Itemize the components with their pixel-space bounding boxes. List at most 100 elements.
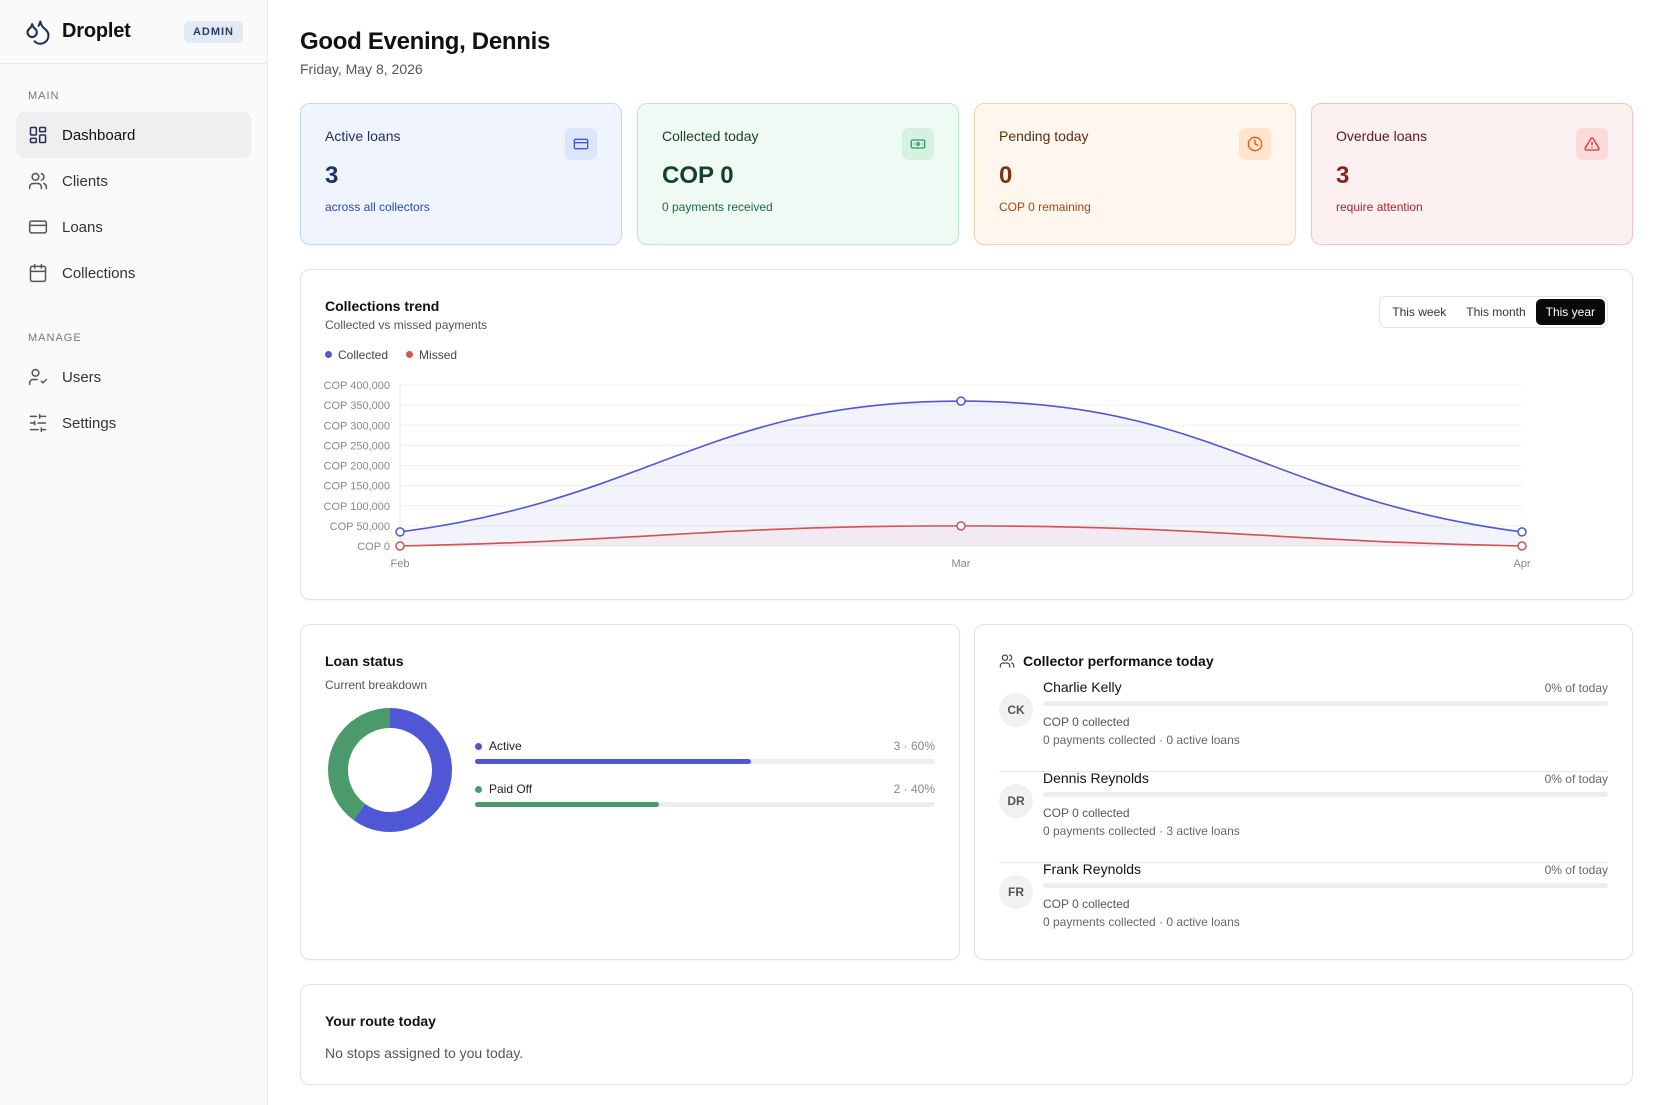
collector-meta: 0 payments collected · 0 active loans xyxy=(1043,915,1240,929)
brand-name: Droplet xyxy=(62,20,131,42)
sidebar-item-loans[interactable]: Loans xyxy=(16,204,251,250)
status-count: 2 · 40% xyxy=(893,782,935,796)
y-tick-label: COP 300,000 xyxy=(324,420,390,432)
collector-name: Dennis Reynolds xyxy=(1043,770,1149,786)
status-bar-fill xyxy=(475,759,751,764)
collector-row-charlie-kelly[interactable]: CK Charlie Kelly 0% of today COP 0 colle… xyxy=(999,679,1608,772)
collector-percent: 0% of today xyxy=(1544,681,1608,695)
status-bar-track xyxy=(475,802,935,807)
status-label: Active xyxy=(489,739,522,753)
stat-label: Collected today xyxy=(662,128,759,144)
y-tick-label: COP 200,000 xyxy=(324,461,390,473)
loan-status-donut-chart xyxy=(328,708,452,832)
role-badge: ADMIN xyxy=(183,20,243,43)
alert-triangle-icon xyxy=(1576,128,1608,160)
range-this-week[interactable]: This week xyxy=(1392,305,1447,319)
loan-status-bars: Active 3 · 60% Paid Off 2 · 40% xyxy=(475,739,935,825)
stat-label: Pending today xyxy=(999,128,1089,144)
stat-value: COP 0 xyxy=(662,162,734,189)
stat-value: 0 xyxy=(999,162,1013,189)
sidebar-item-dashboard[interactable]: Dashboard xyxy=(16,112,251,158)
sidebar-item-label: Settings xyxy=(62,414,117,432)
x-tick-label: Feb xyxy=(391,558,410,570)
data-point-collected[interactable] xyxy=(395,527,405,537)
legend-label: Collected xyxy=(338,348,389,362)
stat-card-active-loans[interactable]: Active loans 3 across all collectors xyxy=(300,103,622,245)
collector-row-frank-reynolds[interactable]: FR Frank Reynolds 0% of today COP 0 coll… xyxy=(999,861,1608,954)
range-this-year[interactable]: This year xyxy=(1535,299,1605,325)
x-tick-label: Apr xyxy=(1513,558,1530,570)
stat-card-pending-today[interactable]: Pending today 0 COP 0 remaining xyxy=(974,103,1296,245)
y-tick-label: COP 400,000 xyxy=(324,380,390,392)
current-date: Friday, May 8, 2026 xyxy=(300,61,423,77)
status-bar-track xyxy=(475,759,935,764)
avatar: FR xyxy=(999,875,1033,909)
dashboard-icon xyxy=(29,126,47,144)
stat-value: 3 xyxy=(1336,162,1350,189)
y-tick-label: COP 250,000 xyxy=(324,440,390,452)
collector-collected: COP 0 collected xyxy=(1043,897,1130,911)
y-tick-label: COP 350,000 xyxy=(324,400,390,412)
card-title: Collector performance today xyxy=(999,653,1214,669)
nav-section-main: MAIN xyxy=(28,90,60,102)
x-tick-label: Mar xyxy=(952,558,971,570)
sidebar-item-settings[interactable]: Settings xyxy=(16,400,251,446)
sidebar-item-users[interactable]: Users xyxy=(16,354,251,400)
data-point-missed[interactable] xyxy=(1517,541,1527,551)
collections-trend-chart: COP 0 COP 50,000 COP 100,000 COP 150,000 COP… xyxy=(324,380,1531,570)
avatar: CK xyxy=(999,693,1033,727)
loan-status-card: Loan status Current breakdown Active 3 ·… xyxy=(300,624,960,960)
collector-meta: 0 payments collected · 0 active loans xyxy=(1043,733,1240,747)
collector-name: Frank Reynolds xyxy=(1043,861,1142,877)
collector-collected: COP 0 collected xyxy=(1043,715,1130,729)
stat-subtext: COP 0 remaining xyxy=(999,200,1091,214)
card-title: Collections trend xyxy=(325,298,440,314)
collections-trend-card: COP 0 COP 50,000 COP 100,000 COP 150,000 COP… xyxy=(300,269,1633,600)
data-point-missed[interactable] xyxy=(395,541,405,551)
status-dot xyxy=(475,785,482,793)
calendar-icon xyxy=(29,263,47,283)
sidebar-item-clients[interactable]: Clients xyxy=(16,158,251,204)
card-title: Loan status xyxy=(325,653,404,669)
collector-progress-bar xyxy=(1043,701,1608,706)
stat-card-overdue-loans[interactable]: Overdue loans 3 require attention xyxy=(1311,103,1633,245)
stat-subtext: require attention xyxy=(1336,200,1423,214)
collector-collected: COP 0 collected xyxy=(1043,806,1130,820)
route-card: Your route today No stops assigned to yo… xyxy=(300,984,1633,1085)
nav-section-manage: MANAGE xyxy=(28,332,82,344)
droplet-logo-icon xyxy=(26,19,50,45)
main-content: Good Evening, Dennis Friday, May 8, 2026… xyxy=(268,0,1665,1105)
credit-card-icon xyxy=(565,128,597,160)
data-point-collected[interactable] xyxy=(956,396,966,406)
stat-subtext: 0 payments received xyxy=(662,200,773,214)
collector-percent: 0% of today xyxy=(1544,772,1608,786)
collector-progress-bar xyxy=(1043,792,1608,797)
range-selector: This week This month This year xyxy=(1379,296,1608,328)
y-tick-label: COP 150,000 xyxy=(324,481,390,493)
users-icon xyxy=(999,654,1015,668)
card-title: Your route today xyxy=(325,1013,436,1029)
data-point-missed[interactable] xyxy=(956,521,966,531)
range-this-month[interactable]: This month xyxy=(1466,305,1526,319)
stat-label: Overdue loans xyxy=(1336,128,1428,144)
series-area-missed xyxy=(400,525,1522,546)
chart-legend: Collected Missed xyxy=(325,348,457,362)
sidebar-item-label: Clients xyxy=(62,172,108,190)
users-icon xyxy=(28,172,48,190)
card-subtitle: Current breakdown xyxy=(325,678,428,692)
status-bar-fill xyxy=(475,802,659,807)
y-tick-label: COP 0 xyxy=(357,541,390,553)
sliders-icon xyxy=(29,413,47,433)
collector-row-dennis-reynolds[interactable]: DR Dennis Reynolds 0% of today COP 0 col… xyxy=(999,770,1608,863)
status-row-active: Active 3 · 60% xyxy=(475,739,935,764)
sidebar-item-label: Collections xyxy=(62,264,136,282)
sidebar-item-collections[interactable]: Collections xyxy=(16,250,251,296)
stat-card-collected-today[interactable]: Collected today COP 0 0 payments receive… xyxy=(637,103,959,245)
credit-card-icon xyxy=(28,220,48,234)
sidebar-item-label: Dashboard xyxy=(62,126,136,144)
stat-value: 3 xyxy=(325,162,339,189)
status-row-paid-off: Paid Off 2 · 40% xyxy=(475,782,935,807)
data-point-collected[interactable] xyxy=(1517,527,1527,537)
clock-icon xyxy=(1239,128,1271,160)
collector-meta: 0 payments collected · 3 active loans xyxy=(1043,824,1240,838)
